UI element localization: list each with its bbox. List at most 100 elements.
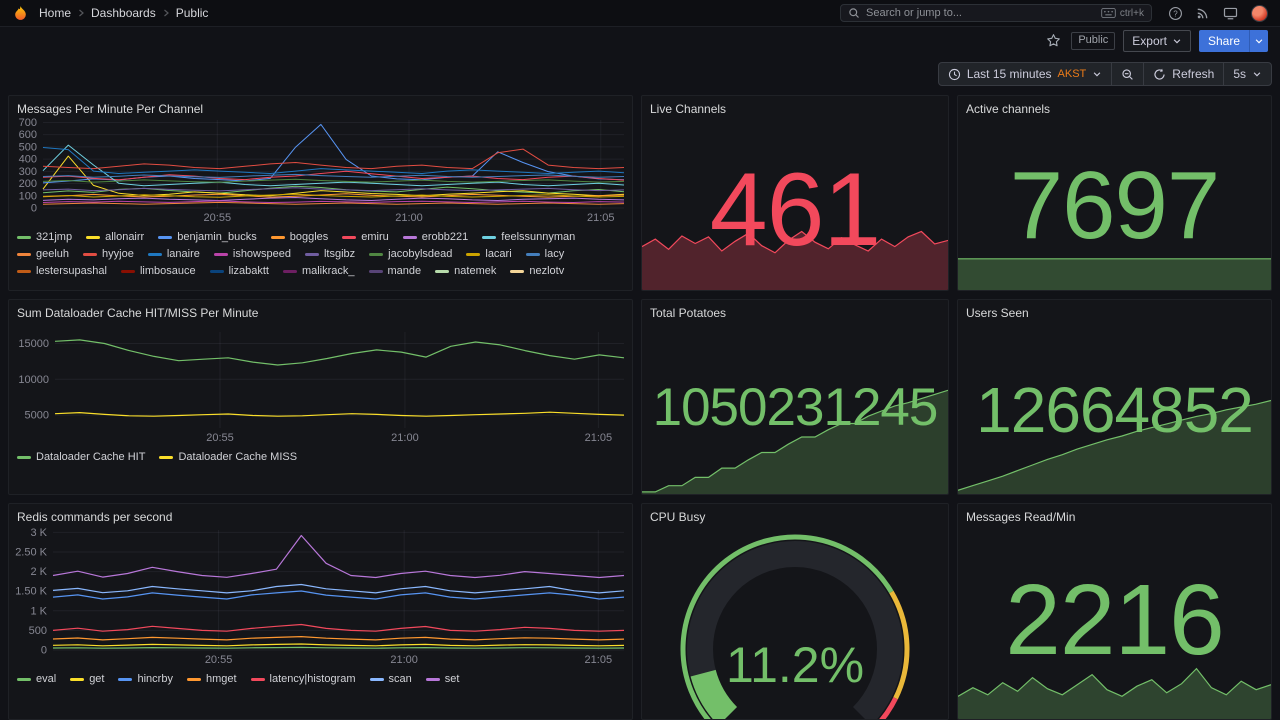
visibility-badge: Public — [1071, 31, 1116, 50]
panel-title[interactable]: Redis commands per second — [17, 510, 173, 524]
legend-swatch — [86, 236, 101, 239]
export-button[interactable]: Export — [1123, 29, 1191, 52]
legend-label: boggles — [289, 231, 329, 243]
y-axis-tick-label: 700 — [19, 117, 37, 129]
legend-label: hmget — [205, 673, 237, 685]
legend-label: scan — [388, 673, 412, 685]
legend-item[interactable]: ltsgibz — [304, 247, 355, 262]
messages-chart: 0 100 200 300 400 500 600 700 20:55 21:00 21:05 — [17, 117, 625, 224]
avatar[interactable] — [1251, 4, 1268, 22]
legend-label: lizabaktt — [228, 265, 269, 277]
legend-item[interactable]: limbosauce — [120, 264, 196, 279]
legend-swatch — [17, 253, 31, 256]
legend-item[interactable]: latency|histogram — [250, 672, 356, 687]
stat-value: 7697 — [1009, 152, 1221, 259]
legend-swatch — [510, 270, 525, 273]
help-icon[interactable]: ? — [1168, 6, 1183, 21]
legend-label: allonairr — [105, 231, 145, 243]
legend-item[interactable]: jacobylsdead — [369, 247, 452, 262]
panel-title[interactable]: Total Potatoes — [650, 306, 727, 320]
legend-swatch — [17, 236, 31, 239]
breadcrumb-home[interactable]: Home — [39, 6, 72, 20]
y-axis-tick-label: 2.50 K — [15, 546, 47, 558]
search-input[interactable]: ctrl+k — [840, 4, 1152, 22]
legend-item[interactable]: ishowspeed — [213, 247, 291, 262]
keyboard-icon — [1101, 8, 1116, 18]
legend-label: erobb221 — [421, 231, 469, 243]
legend-item[interactable]: Dataloader Cache HIT — [17, 450, 145, 465]
dashboard-actions-bar: Public Export Share — [0, 27, 1280, 54]
legend-item[interactable]: feelssunnyman — [482, 230, 575, 245]
zoom-out-button[interactable] — [1111, 62, 1145, 86]
time-range-picker[interactable]: Last 15 minutes AKST — [937, 62, 1113, 86]
panel-title[interactable]: Users Seen — [966, 306, 1029, 320]
legend-item[interactable]: hyyjoe — [83, 247, 134, 262]
active-channels-sparkline — [958, 256, 1271, 290]
legend-swatch — [213, 253, 228, 256]
legend-label: Dataloader Cache MISS — [178, 451, 298, 463]
legend-item[interactable]: erobb221 — [402, 230, 469, 245]
panel-dataloader-cache: Sum Dataloader Cache HIT/MISS Per Minute… — [8, 299, 633, 495]
grafana-logo[interactable] — [12, 5, 29, 22]
redis-legend: eval get hincrby hmget latency|histogram scan… — [9, 666, 632, 687]
timezone-label: AKST — [1057, 68, 1087, 80]
legend-item[interactable]: hincrby — [118, 672, 173, 687]
panel-title[interactable]: Messages Per Minute Per Channel — [17, 102, 204, 116]
legend-item[interactable]: hmget — [186, 672, 237, 687]
legend-item[interactable]: emiru — [342, 230, 389, 245]
legend-swatch — [159, 456, 174, 459]
x-axis-tick-label: 21:05 — [585, 654, 613, 666]
y-axis-tick-label: 400 — [19, 154, 37, 166]
legend-item[interactable]: nezlotv — [510, 264, 564, 279]
monitor-icon[interactable] — [1223, 6, 1238, 21]
legend-item[interactable]: allonairr — [86, 230, 144, 245]
share-button[interactable]: Share — [1198, 29, 1249, 52]
legend-swatch — [369, 678, 384, 681]
legend-swatch — [186, 678, 201, 681]
legend-item[interactable]: Dataloader Cache MISS — [159, 450, 297, 465]
legend-item[interactable]: lanaire — [147, 247, 200, 262]
legend-item[interactable]: malikrack_ — [282, 264, 355, 279]
refresh-button[interactable]: Refresh — [1143, 62, 1225, 86]
legend-label: emiru — [361, 231, 389, 243]
panel-total-potatoes: Total Potatoes 1050231245 — [641, 299, 949, 495]
panel-title[interactable]: Active channels — [966, 102, 1051, 116]
breadcrumb-public[interactable]: Public — [175, 6, 209, 20]
legend-item[interactable]: lizabaktt — [209, 264, 269, 279]
legend-label: get — [89, 673, 105, 685]
legend-item[interactable]: mande — [368, 264, 421, 279]
legend-label: limbosauce — [139, 265, 196, 277]
legend-item[interactable]: set — [425, 672, 459, 687]
legend-item[interactable]: lacari — [466, 247, 512, 262]
legend-swatch — [17, 270, 31, 273]
star-icon[interactable] — [1044, 31, 1063, 50]
y-axis-tick-label: 600 — [19, 129, 37, 141]
legend-item[interactable]: geeluh — [17, 247, 69, 262]
panel-title[interactable]: Sum Dataloader Cache HIT/MISS Per Minute — [17, 306, 259, 320]
breadcrumb-dashboards[interactable]: Dashboards — [91, 6, 156, 20]
legend-item[interactable]: boggles — [270, 230, 329, 245]
legend-item[interactable]: benjamin_bucks — [158, 230, 257, 245]
y-axis-tick-label: 1 K — [30, 605, 47, 617]
legend-item[interactable]: natemek — [435, 264, 496, 279]
panel-users-seen: Users Seen 12664852 — [957, 299, 1272, 495]
panel-live-channels: Live Channels 461 — [641, 95, 949, 291]
panel-title[interactable]: CPU Busy — [650, 510, 706, 524]
panel-title[interactable]: Messages Read/Min — [966, 510, 1076, 524]
x-axis-tick-label: 21:00 — [395, 212, 423, 224]
redis-chart: 0 500 1 K 1.50 K 2 K 2.50 K 3 K 20:55 21:00 21:05 — [15, 527, 625, 666]
legend-item[interactable]: lacy — [525, 247, 564, 262]
legend-label: benjamin_bucks — [177, 231, 257, 243]
legend-item[interactable]: lestersupashal — [17, 264, 107, 279]
panel-title[interactable]: Live Channels — [650, 102, 727, 116]
legend-item[interactable]: scan — [369, 672, 412, 687]
share-menu-button[interactable] — [1249, 29, 1268, 52]
legend-swatch — [83, 253, 98, 256]
legend-item[interactable]: get — [70, 672, 104, 687]
rss-icon[interactable] — [1196, 6, 1210, 20]
legend-item[interactable]: eval — [17, 672, 56, 687]
search-field[interactable] — [866, 7, 1095, 19]
legend-label: latency|histogram — [269, 673, 356, 685]
legend-item[interactable]: 321jmp — [17, 230, 72, 245]
refresh-interval-picker[interactable]: 5s — [1223, 62, 1272, 86]
